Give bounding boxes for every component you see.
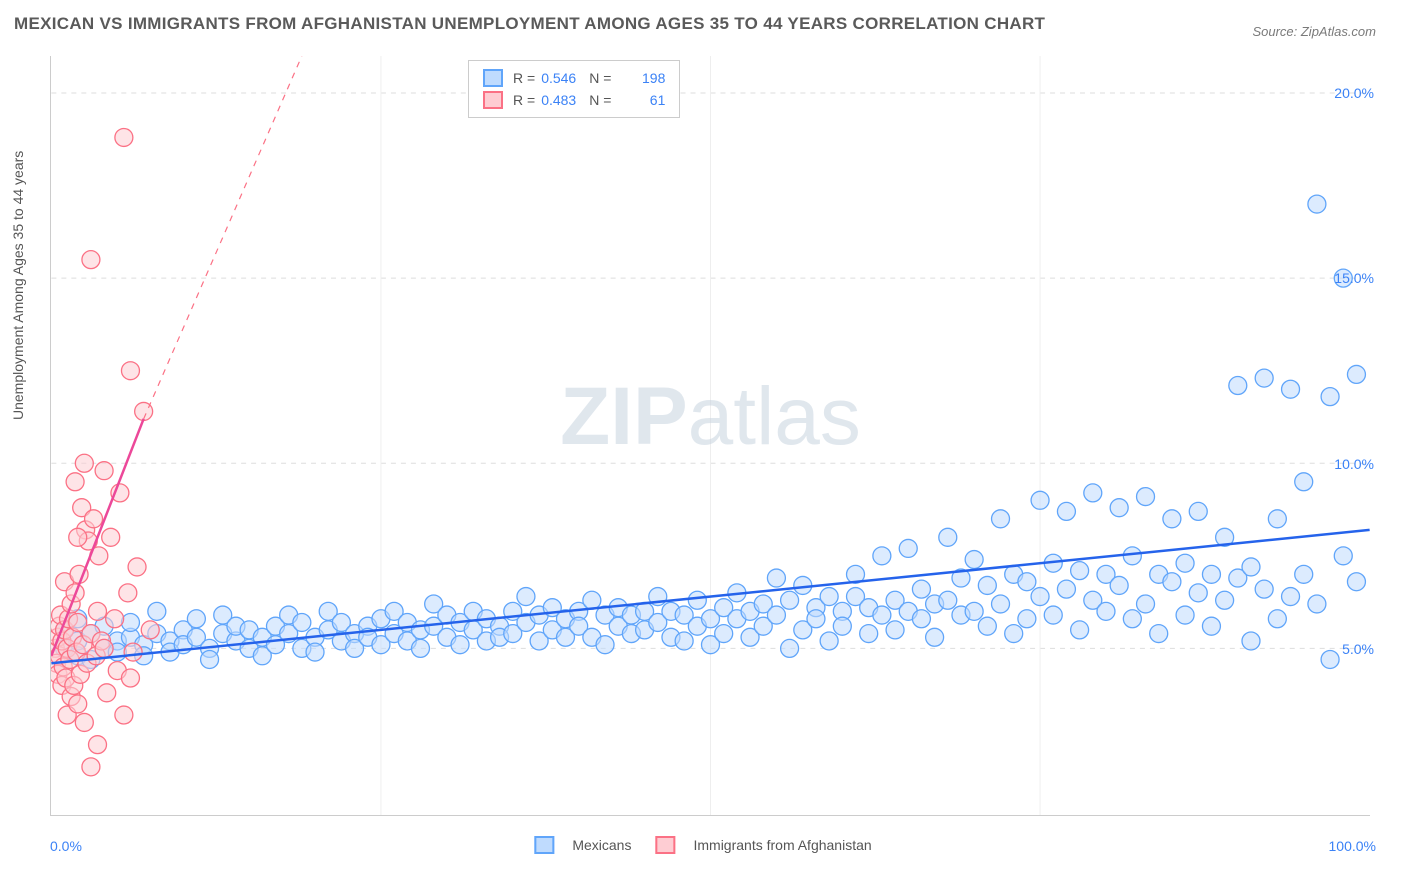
swatch-mexicans (483, 69, 503, 87)
scatter-plot-svg (51, 56, 1370, 815)
y-tick-label: 20.0% (1334, 85, 1374, 101)
legend-item-afghanistan: Immigrants from Afghanistan (655, 836, 871, 854)
x-tick-max: 100.0% (1329, 838, 1376, 854)
correlation-legend: R = 0.546 N = 198 R = 0.483 N = 61 (468, 60, 680, 118)
swatch-afghanistan-bottom (655, 836, 675, 854)
chart-title: MEXICAN VS IMMIGRANTS FROM AFGHANISTAN U… (14, 14, 1045, 34)
chart-container: MEXICAN VS IMMIGRANTS FROM AFGHANISTAN U… (0, 0, 1406, 892)
y-tick-label: 15.0% (1334, 270, 1374, 286)
swatch-mexicans-bottom (534, 836, 554, 854)
y-tick-label: 5.0% (1342, 641, 1374, 657)
y-axis-label: Unemployment Among Ages 35 to 44 years (10, 151, 26, 420)
legend-row-mexicans: R = 0.546 N = 198 (483, 67, 665, 89)
swatch-afghanistan (483, 91, 503, 109)
x-tick-min: 0.0% (50, 838, 82, 854)
source-attribution: Source: ZipAtlas.com (1252, 24, 1376, 39)
legend-item-mexicans: Mexicans (534, 836, 631, 854)
y-tick-label: 10.0% (1334, 456, 1374, 472)
legend-row-afghanistan: R = 0.483 N = 61 (483, 89, 665, 111)
series-legend: Mexicans Immigrants from Afghanistan (534, 836, 871, 854)
plot-area: ZIPatlas (50, 56, 1370, 816)
